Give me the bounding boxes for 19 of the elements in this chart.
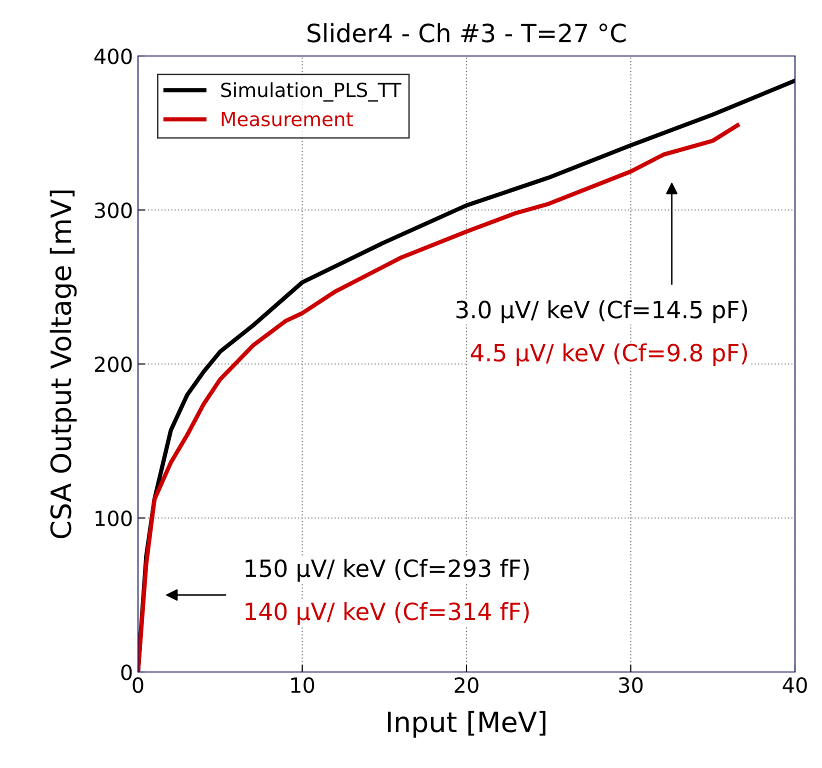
chart-title: Slider4 - Ch #3 - T=27 °C (308, 23, 626, 42)
x-tick-label: 30 (619, 677, 643, 693)
x-tick-label: 0 (132, 677, 144, 693)
y-tick-label: 0 (121, 664, 132, 680)
x-tick-label: 20 (454, 677, 478, 693)
x-tick-label: 40 (782, 677, 807, 693)
annotation: 3.0 μV/ keV (Cf=14.5 pF) (456, 300, 747, 324)
x-axis-title: Input [MeV] (388, 710, 546, 738)
legend-label: Simulation_PLS_TT (221, 82, 402, 102)
x-tick-label: 10 (291, 677, 314, 693)
y-tick-label: 300 (94, 202, 132, 218)
y-axis-title: CSA Output Voltage [mV] (50, 190, 77, 538)
annotation: 150 μV/ keV (Cf=293 fF) (246, 558, 529, 582)
annotation: 4.5 μV/ keV (Cf=9.8 pF) (470, 343, 747, 366)
y-tick-label: 400 (94, 48, 132, 64)
y-tick-label: 200 (94, 356, 132, 372)
annotation: 140 μV/ keV (Cf=314 fF) (246, 602, 529, 625)
y-tick-label: 100 (96, 510, 132, 526)
legend-label: Measurement (222, 112, 353, 126)
